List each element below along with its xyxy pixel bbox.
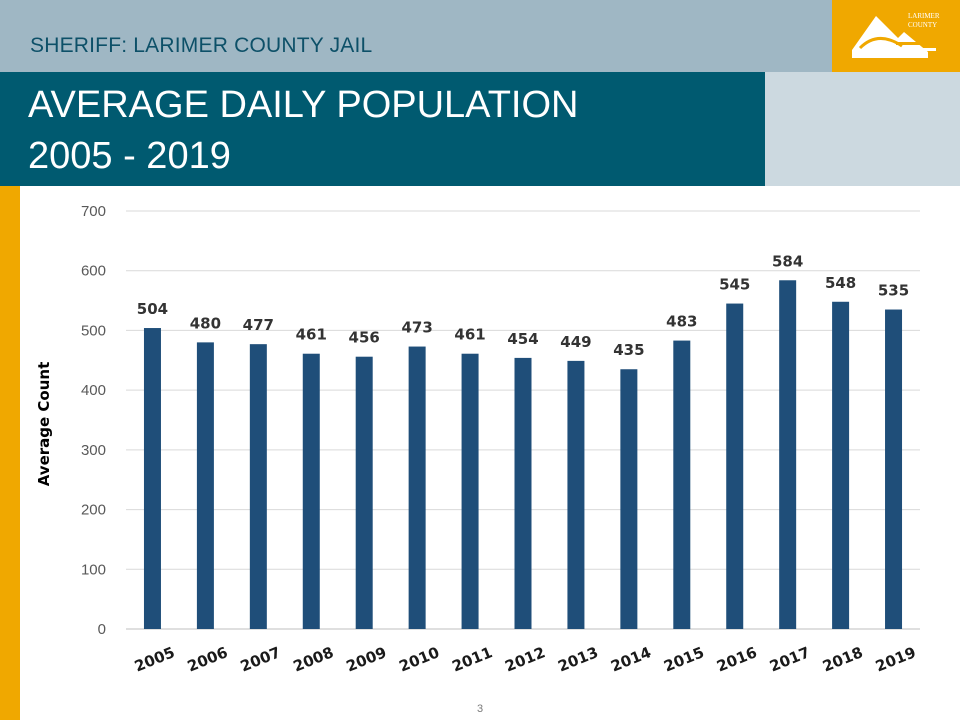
data-label: 535 (878, 282, 909, 300)
y-axis-label: Average Count (35, 361, 53, 487)
bar (355, 356, 373, 629)
bar (302, 353, 320, 629)
bar (726, 303, 744, 629)
x-tick-label: 2006 (185, 643, 230, 675)
chart-canvas: 0 100 200 300 400 500 600 700 504 2005 480 2006 477 2… (81, 203, 920, 676)
page-title: AVERAGE DAILY POPULATION (28, 84, 579, 126)
data-label: 456 (349, 329, 380, 347)
data-label: 480 (190, 314, 221, 332)
header-band (0, 0, 832, 72)
y-tick-label: 0 (98, 621, 106, 638)
data-label: 435 (613, 341, 644, 359)
county-logo (832, 0, 960, 72)
y-tick-label: 400 (81, 382, 106, 399)
data-label: 483 (666, 313, 697, 331)
bar (885, 309, 903, 629)
bar (143, 328, 161, 629)
data-label: 454 (507, 330, 538, 348)
title-band-accent (765, 72, 960, 186)
x-tick-label: 2008 (291, 643, 336, 675)
x-tick-label: 2009 (344, 643, 389, 675)
bar (249, 344, 267, 629)
data-label: 504 (137, 300, 168, 318)
x-tick-label: 2017 (767, 643, 812, 675)
x-tick-label: 2015 (661, 643, 706, 675)
bar (196, 342, 214, 629)
x-tick-label: 2012 (502, 643, 547, 675)
data-label: 461 (296, 326, 327, 344)
title-band (0, 72, 765, 186)
x-tick-label: 2011 (449, 643, 494, 675)
x-tick-label: 2013 (555, 643, 600, 675)
bar (620, 369, 638, 629)
data-label: 477 (243, 316, 274, 334)
y-tick-label: 100 (81, 561, 106, 578)
bar (567, 360, 585, 629)
y-tick-label: 200 (81, 502, 106, 519)
bar (408, 346, 426, 629)
logo-text: LARIMER COUNTY (908, 12, 940, 30)
x-tick-label: 2014 (608, 643, 653, 675)
bar (514, 357, 532, 629)
page-number: 3 (477, 703, 484, 715)
logo-line2: COUNTY (908, 21, 938, 29)
data-label: 545 (719, 276, 750, 294)
y-tick-label: 600 (81, 263, 106, 280)
data-label: 584 (772, 252, 803, 270)
x-tick-label: 2018 (820, 643, 865, 675)
page-title-years: 2005 - 2019 (28, 135, 231, 177)
x-tick-label: 2005 (132, 643, 177, 675)
y-tick-label: 300 (81, 442, 106, 459)
data-label: 473 (401, 319, 432, 337)
data-label: 449 (560, 333, 591, 351)
logo-line1: LARIMER (908, 12, 940, 20)
data-label: 461 (454, 326, 485, 344)
y-tick-label: 700 (81, 203, 106, 220)
x-tick-label: 2007 (238, 643, 283, 675)
x-tick-label: 2019 (873, 643, 918, 675)
population-bar-chart: 0 100 200 300 400 500 600 700 504 2005 480 2006 477 2… (0, 186, 960, 720)
data-label: 548 (825, 274, 856, 292)
x-tick-label: 2010 (397, 643, 442, 675)
county-logo-icon (852, 16, 936, 58)
left-accent-bar (0, 186, 20, 720)
bar (461, 353, 479, 629)
bar (779, 280, 797, 629)
bar (832, 301, 850, 629)
bar (673, 340, 691, 629)
section-subtitle: SHERIFF: LARIMER COUNTY JAIL (30, 34, 373, 57)
x-tick-label: 2016 (714, 643, 759, 675)
y-tick-label: 500 (81, 322, 106, 339)
